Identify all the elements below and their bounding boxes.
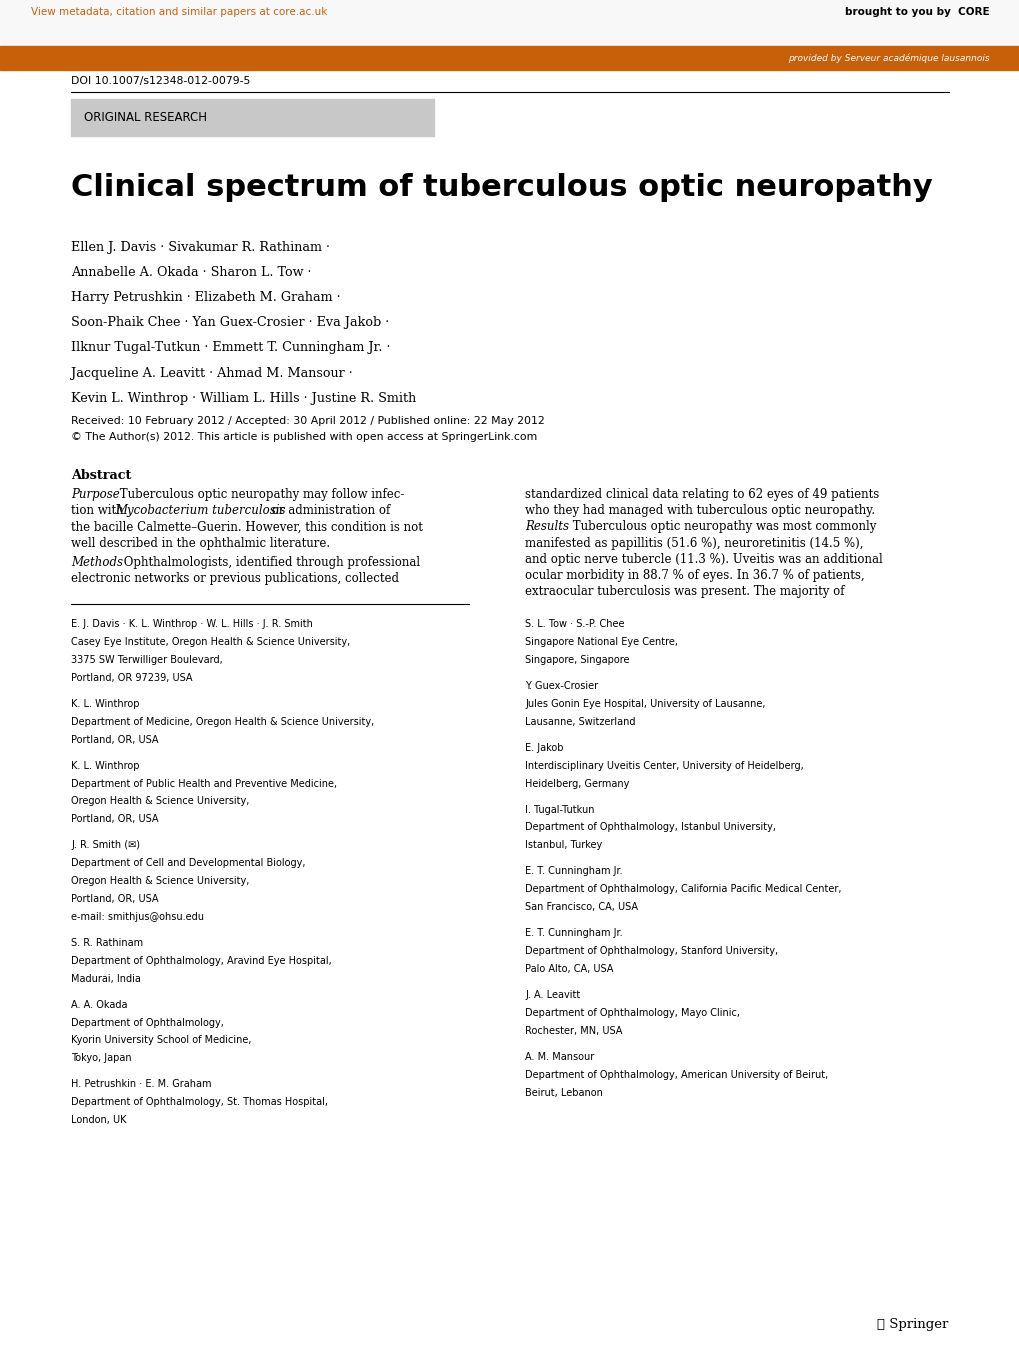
Text: Palo Alto, CA, USA: Palo Alto, CA, USA xyxy=(525,963,613,974)
Text: Department of Ophthalmology,: Department of Ophthalmology, xyxy=(71,1018,224,1027)
Text: Tuberculous optic neuropathy may follow infec-: Tuberculous optic neuropathy may follow … xyxy=(116,488,405,501)
Text: S. R. Rathinam: S. R. Rathinam xyxy=(71,938,144,948)
Text: Portland, OR, USA: Portland, OR, USA xyxy=(71,734,159,745)
Text: standardized clinical data relating to 62 eyes of 49 patients: standardized clinical data relating to 6… xyxy=(525,488,878,501)
Text: Oregon Health & Science University,: Oregon Health & Science University, xyxy=(71,877,250,886)
Text: Department of Ophthalmology, Aravind Eye Hospital,: Department of Ophthalmology, Aravind Eye… xyxy=(71,955,332,966)
Text: Casey Eye Institute, Oregon Health & Science University,: Casey Eye Institute, Oregon Health & Sci… xyxy=(71,637,351,648)
Text: Singapore, Singapore: Singapore, Singapore xyxy=(525,654,629,665)
Text: Istanbul, Turkey: Istanbul, Turkey xyxy=(525,840,602,851)
Text: Y. Guex-Crosier: Y. Guex-Crosier xyxy=(525,682,598,691)
Text: DOI 10.1007/s12348-012-0079-5: DOI 10.1007/s12348-012-0079-5 xyxy=(71,76,251,85)
Text: Methods: Methods xyxy=(71,556,123,569)
Text: Received: 10 February 2012 / Accepted: 30 April 2012 / Published online: 22 May : Received: 10 February 2012 / Accepted: 3… xyxy=(71,416,544,425)
Text: brought to you by  CORE: brought to you by CORE xyxy=(844,7,988,18)
Text: Department of Cell and Developmental Biology,: Department of Cell and Developmental Bio… xyxy=(71,858,306,869)
Text: A. M. Mansour: A. M. Mansour xyxy=(525,1051,594,1062)
Text: Oregon Health & Science University,: Oregon Health & Science University, xyxy=(71,797,250,806)
Text: ocular morbidity in 88.7 % of eyes. In 36.7 % of patients,: ocular morbidity in 88.7 % of eyes. In 3… xyxy=(525,569,864,583)
Text: Rochester, MN, USA: Rochester, MN, USA xyxy=(525,1026,622,1035)
Text: Tuberculous optic neuropathy was most commonly: Tuberculous optic neuropathy was most co… xyxy=(569,520,875,534)
Bar xyxy=(0,46,1019,70)
Text: Portland, OR 97239, USA: Portland, OR 97239, USA xyxy=(71,673,193,683)
Text: E. T. Cunningham Jr.: E. T. Cunningham Jr. xyxy=(525,928,623,938)
Text: Annabelle A. Okada · Sharon L. Tow ·: Annabelle A. Okada · Sharon L. Tow · xyxy=(71,266,312,279)
Text: View metadata, citation and similar papers at core.ac.uk: View metadata, citation and similar pape… xyxy=(31,7,327,18)
Text: Results: Results xyxy=(525,520,569,534)
Text: A. A. Okada: A. A. Okada xyxy=(71,1000,127,1009)
Text: Portland, OR, USA: Portland, OR, USA xyxy=(71,814,159,824)
Text: J Ophthal Inflamm Infect (2012) 2:183–189: J Ophthal Inflamm Infect (2012) 2:183–18… xyxy=(71,58,305,68)
Text: Jules Gonin Eye Hospital, University of Lausanne,: Jules Gonin Eye Hospital, University of … xyxy=(525,699,765,709)
Text: and optic nerve tubercle (11.3 %). Uveitis was an additional: and optic nerve tubercle (11.3 %). Uveit… xyxy=(525,553,882,566)
Text: Clinical spectrum of tuberculous optic neuropathy: Clinical spectrum of tuberculous optic n… xyxy=(71,173,932,202)
Text: Abstract: Abstract xyxy=(71,469,131,482)
Text: E. Jakob: E. Jakob xyxy=(525,743,564,753)
Text: H. Petrushkin · E. M. Graham: H. Petrushkin · E. M. Graham xyxy=(71,1080,212,1089)
Text: Department of Ophthalmology, California Pacific Medical Center,: Department of Ophthalmology, California … xyxy=(525,885,841,894)
Text: e-mail: smithjus@ohsu.edu: e-mail: smithjus@ohsu.edu xyxy=(71,912,204,921)
Text: Soon-Phaik Chee · Yan Guex-Crosier · Eva Jakob ·: Soon-Phaik Chee · Yan Guex-Crosier · Eva… xyxy=(71,317,389,329)
Text: who they had managed with tuberculous optic neuropathy.: who they had managed with tuberculous op… xyxy=(525,504,874,518)
Text: K. L. Winthrop: K. L. Winthrop xyxy=(71,699,140,709)
Text: electronic networks or previous publications, collected: electronic networks or previous publicat… xyxy=(71,572,399,585)
Text: Department of Ophthalmology, St. Thomas Hospital,: Department of Ophthalmology, St. Thomas … xyxy=(71,1098,328,1107)
Text: Ophthalmologists, identified through professional: Ophthalmologists, identified through pro… xyxy=(120,556,420,569)
Text: Heidelberg, Germany: Heidelberg, Germany xyxy=(525,779,629,789)
Text: Interdisciplinary Uveitis Center, University of Heidelberg,: Interdisciplinary Uveitis Center, Univer… xyxy=(525,760,803,771)
Text: Department of Ophthalmology, Stanford University,: Department of Ophthalmology, Stanford Un… xyxy=(525,946,777,957)
Text: Ellen J. Davis · Sivakumar R. Rathinam ·: Ellen J. Davis · Sivakumar R. Rathinam · xyxy=(71,241,330,255)
Text: Purpose: Purpose xyxy=(71,488,120,501)
Text: Kyorin University School of Medicine,: Kyorin University School of Medicine, xyxy=(71,1035,252,1046)
Text: Department of Medicine, Oregon Health & Science University,: Department of Medicine, Oregon Health & … xyxy=(71,717,374,726)
Text: ☉ Springer: ☉ Springer xyxy=(876,1317,948,1331)
Text: 3375 SW Terwilliger Boulevard,: 3375 SW Terwilliger Boulevard, xyxy=(71,654,223,665)
Bar xyxy=(71,99,433,136)
Text: Department of Ophthalmology, Istanbul University,: Department of Ophthalmology, Istanbul Un… xyxy=(525,822,775,832)
Bar xyxy=(0,0,1019,46)
Text: Department of Ophthalmology, American University of Beirut,: Department of Ophthalmology, American Un… xyxy=(525,1069,827,1080)
Text: Department of Public Health and Preventive Medicine,: Department of Public Health and Preventi… xyxy=(71,779,337,789)
Text: ORIGINAL RESEARCH: ORIGINAL RESEARCH xyxy=(84,111,207,123)
Text: Tokyo, Japan: Tokyo, Japan xyxy=(71,1053,131,1064)
Text: the bacille Calmette–Guerin. However, this condition is not: the bacille Calmette–Guerin. However, th… xyxy=(71,520,423,534)
Text: Madurai, India: Madurai, India xyxy=(71,974,142,984)
Text: E. T. Cunningham Jr.: E. T. Cunningham Jr. xyxy=(525,866,623,877)
Text: well described in the ophthalmic literature.: well described in the ophthalmic literat… xyxy=(71,537,330,550)
Text: Singapore National Eye Centre,: Singapore National Eye Centre, xyxy=(525,637,678,648)
Text: Beirut, Lebanon: Beirut, Lebanon xyxy=(525,1088,602,1098)
Text: E. J. Davis · K. L. Winthrop · W. L. Hills · J. R. Smith: E. J. Davis · K. L. Winthrop · W. L. Hil… xyxy=(71,619,313,629)
Text: San Francisco, CA, USA: San Francisco, CA, USA xyxy=(525,902,638,912)
Text: Ilknur Tugal-Tutkun · Emmett T. Cunningham Jr. ·: Ilknur Tugal-Tutkun · Emmett T. Cunningh… xyxy=(71,341,390,355)
Text: J. A. Leavitt: J. A. Leavitt xyxy=(525,991,580,1000)
Text: Portland, OR, USA: Portland, OR, USA xyxy=(71,894,159,904)
Text: J. R. Smith (✉): J. R. Smith (✉) xyxy=(71,840,141,851)
Text: Jacqueline A. Leavitt · Ahmad M. Mansour ·: Jacqueline A. Leavitt · Ahmad M. Mansour… xyxy=(71,367,353,379)
Text: tion with: tion with xyxy=(71,504,127,518)
Text: London, UK: London, UK xyxy=(71,1115,126,1125)
Text: provided by Serveur académique lausannois: provided by Serveur académique lausannoi… xyxy=(787,53,988,64)
Text: Mycobacterium tuberculosis: Mycobacterium tuberculosis xyxy=(115,504,285,518)
Text: Harry Petrushkin · Elizabeth M. Graham ·: Harry Petrushkin · Elizabeth M. Graham · xyxy=(71,291,340,305)
Text: or administration of: or administration of xyxy=(268,504,390,518)
Text: Department of Ophthalmology, Mayo Clinic,: Department of Ophthalmology, Mayo Clinic… xyxy=(525,1008,740,1018)
Text: manifested as papillitis (51.6 %), neuroretinitis (14.5 %),: manifested as papillitis (51.6 %), neuro… xyxy=(525,537,863,550)
Text: Lausanne, Switzerland: Lausanne, Switzerland xyxy=(525,717,635,726)
Text: Kevin L. Winthrop · William L. Hills · Justine R. Smith: Kevin L. Winthrop · William L. Hills · J… xyxy=(71,392,416,405)
Text: I. Tugal-Tutkun: I. Tugal-Tutkun xyxy=(525,805,594,814)
Text: K. L. Winthrop: K. L. Winthrop xyxy=(71,760,140,771)
Text: S. L. Tow · S.-P. Chee: S. L. Tow · S.-P. Chee xyxy=(525,619,625,629)
Text: © The Author(s) 2012. This article is published with open access at SpringerLink: © The Author(s) 2012. This article is pu… xyxy=(71,432,537,442)
Text: extraocular tuberculosis was present. The majority of: extraocular tuberculosis was present. Th… xyxy=(525,585,844,599)
